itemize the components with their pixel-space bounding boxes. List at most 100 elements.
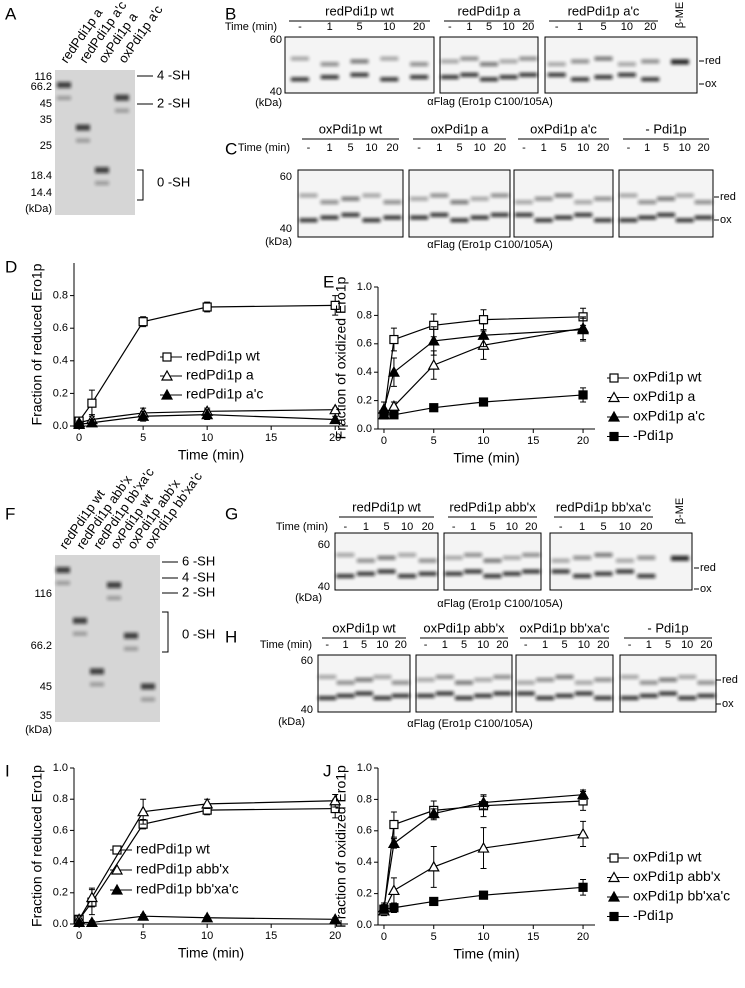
gel-band [377, 555, 396, 560]
gel-band [483, 574, 502, 579]
mw-label: 116 [34, 588, 52, 600]
gel-band [619, 193, 638, 198]
data-point [389, 819, 399, 830]
gel-band [490, 193, 509, 198]
time-point: 1 [436, 142, 442, 154]
gel-band [547, 62, 566, 67]
gel-band [290, 77, 309, 82]
gel-band [483, 558, 502, 563]
data-point [609, 431, 619, 442]
gel-band [391, 680, 410, 685]
mw-label: 14.4 [31, 187, 52, 199]
gel-band [534, 218, 553, 223]
y-tick-label: 0.2 [357, 395, 372, 407]
data-point [137, 409, 150, 421]
x-tick-label: 5 [431, 435, 437, 447]
time-point: 1 [541, 142, 547, 154]
time-point: 5 [600, 21, 606, 33]
time-point: 1 [644, 142, 650, 154]
species-label: 0 -SH [157, 174, 190, 189]
gel-band [574, 200, 593, 205]
gel-band [555, 693, 574, 698]
panel-letter: G [225, 504, 238, 523]
gel-band [73, 617, 87, 624]
gel-band [398, 552, 417, 557]
gel-band [639, 680, 658, 685]
control-label: β-ME [674, 2, 686, 29]
gel-band [522, 569, 541, 574]
y-axis-label: Fraction of reduced Ero1p [29, 263, 45, 425]
gel-band [571, 77, 590, 82]
time-point: - [343, 521, 347, 533]
axes [377, 287, 595, 430]
time-point: - [325, 639, 329, 651]
time-point: - [627, 142, 631, 154]
x-tick-label: 15 [527, 931, 539, 943]
gel-band [318, 674, 337, 679]
gel-band [76, 138, 90, 143]
data-point [387, 365, 400, 377]
y-tick-label: 0.2 [357, 888, 372, 900]
data-point [202, 302, 212, 312]
mw-label: 45 [40, 681, 52, 693]
time-point: 5 [383, 521, 389, 533]
time-point: 5 [356, 21, 362, 33]
y-tick-label: 0.6 [357, 338, 372, 350]
time-point: 1 [442, 639, 448, 651]
y-tick-label: 0.0 [357, 919, 372, 931]
data-point [329, 413, 342, 425]
gel-band [57, 96, 71, 100]
gel-band [659, 677, 677, 682]
data-point [609, 911, 619, 922]
band-label: ox [722, 698, 734, 710]
mw-unit: (kDa) [265, 236, 292, 248]
antibody-label: αFlag (Ero1p C100/105A) [437, 598, 563, 610]
group-label: - Pdi1p [647, 620, 688, 635]
x-tick-label: 10 [201, 432, 213, 444]
antibody-label: αFlag (Ero1p C100/105A) [427, 239, 553, 251]
data-point [577, 323, 590, 335]
gel-band [377, 569, 396, 574]
legend-label: -Pdi1p [633, 427, 674, 443]
gel-band [450, 218, 469, 223]
band-label: red [722, 674, 738, 686]
gel-band [554, 193, 573, 198]
data-point [389, 903, 399, 913]
gel-image [55, 70, 135, 215]
gel-band [450, 200, 469, 205]
group-label: redPdi1p a'c [568, 3, 640, 18]
gel-band [95, 181, 109, 186]
gel-band [534, 196, 553, 201]
gel-band [536, 677, 555, 682]
time-point: 20 [640, 521, 652, 533]
panel-letter: H [225, 627, 237, 646]
time-point: 20 [496, 639, 508, 651]
gel-band [299, 193, 318, 198]
data-point [85, 891, 98, 903]
data-point [379, 904, 389, 914]
gel-band [56, 567, 70, 573]
gel-band [362, 218, 381, 223]
data-point [427, 334, 440, 346]
x-tick-label: 15 [527, 435, 539, 447]
time-point: 20 [597, 142, 609, 154]
bracket [137, 169, 144, 201]
gel-band [336, 574, 355, 579]
data-point [137, 805, 150, 817]
time-point: 1 [363, 521, 369, 533]
x-tick-label: 10 [201, 930, 213, 942]
x-axis-label: Time (min) [453, 450, 519, 466]
group-label: redPdi1p bb'xa'c [556, 499, 652, 514]
gel-band [493, 691, 512, 696]
y-tick-label: 0.6 [357, 825, 372, 837]
gel-band [299, 218, 318, 223]
data-point [85, 416, 98, 428]
time-point: 20 [697, 142, 709, 154]
gel-band [460, 56, 479, 61]
gel-band [514, 200, 533, 205]
mw-label: 60 [301, 655, 313, 667]
y-tick-label: 0.0 [53, 918, 68, 930]
data-point [577, 827, 590, 839]
time-point: 10 [681, 639, 693, 651]
time-point: - [298, 21, 302, 33]
